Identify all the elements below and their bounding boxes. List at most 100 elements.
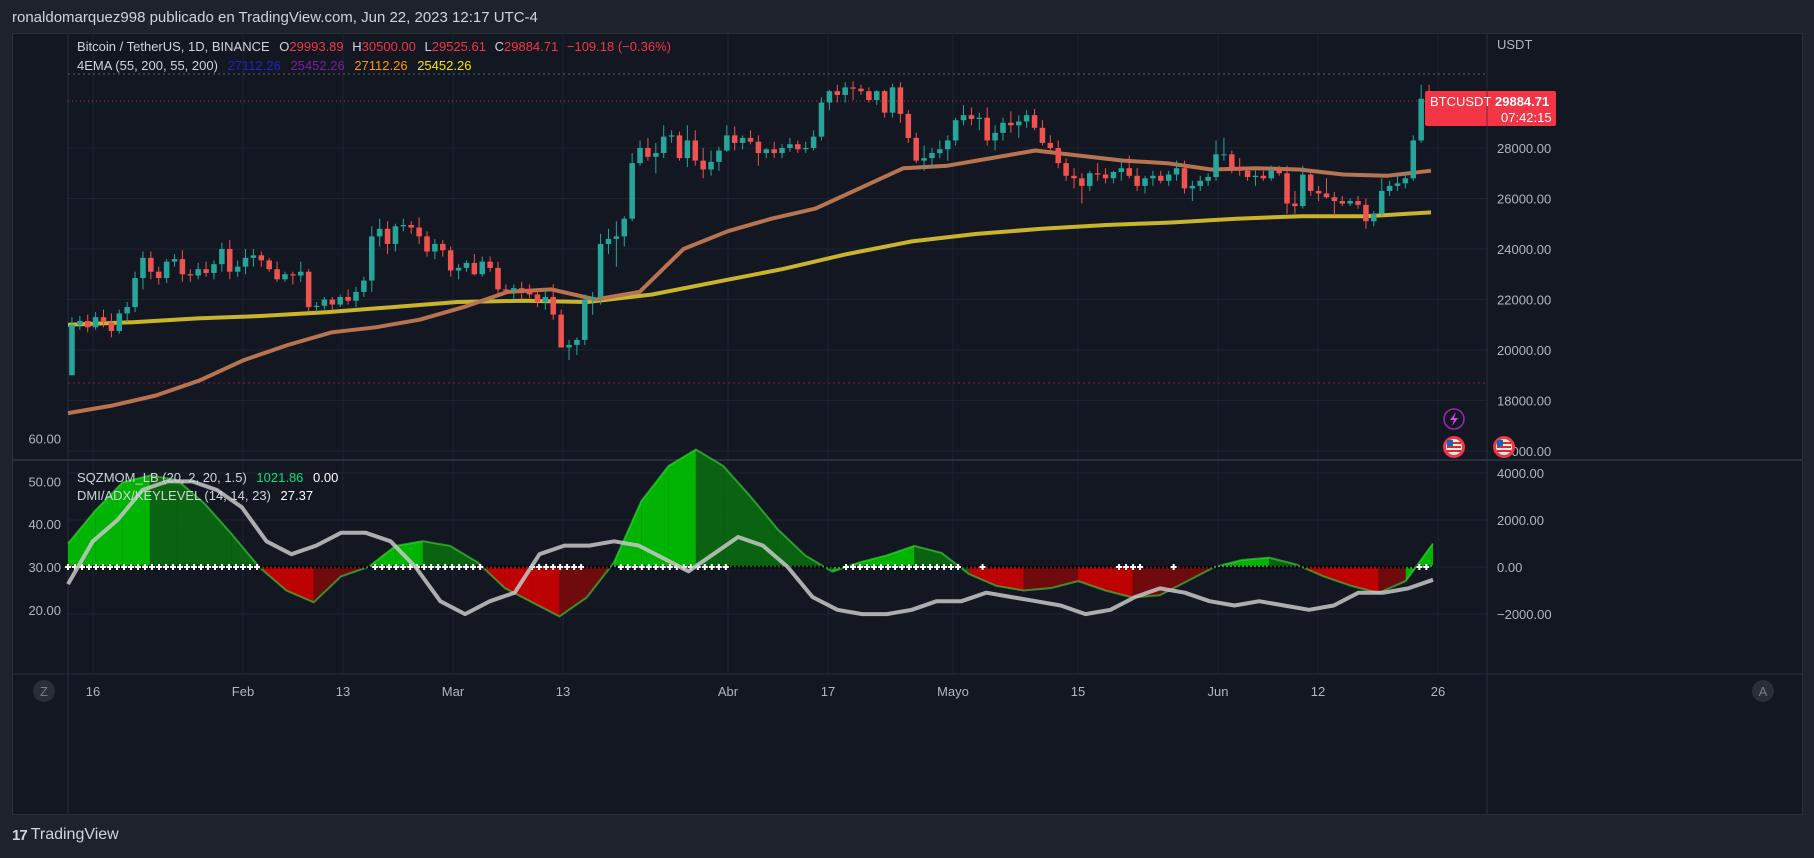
squeeze-off-cross: [149, 564, 155, 570]
candle-body: [960, 115, 967, 121]
momentum-bar: [204, 503, 232, 567]
publisher-line: ronaldomarquez998 publicado en TradingVi…: [12, 9, 538, 26]
chart-canvas[interactable]: Bitcoin / TetherUS, 1D, BINANCE O29993.8…: [13, 34, 1802, 814]
candle-body: [163, 261, 170, 279]
squeeze-off-cross: [407, 564, 414, 570]
legend-ema-value-3: 27112.26: [354, 58, 407, 73]
squeeze-off-cross: [701, 564, 708, 570]
chart-frame[interactable]: Bitcoin / TetherUS, 1D, BINANCE O29993.8…: [12, 33, 1803, 815]
momentum-bar: [914, 545, 942, 567]
ema200-line: [67, 210, 1432, 327]
squeeze-off-cross: [652, 564, 659, 570]
price-tag-symbol: BTCUSDT: [1430, 94, 1491, 109]
osc-left-tick-label: 60.00: [28, 432, 61, 447]
momentum-bar: [887, 545, 915, 567]
candle-body: [1315, 190, 1322, 194]
candle-body: [739, 137, 746, 143]
squeeze-off-cross: [941, 564, 948, 570]
candle-body: [566, 344, 572, 348]
candle-body: [810, 136, 817, 148]
squeeze-off-cross: [107, 564, 113, 570]
squeeze-off-cross: [65, 564, 71, 570]
candle-body: [1142, 178, 1148, 186]
squeeze-off-cross: [1416, 564, 1423, 570]
candle-body: [818, 102, 825, 137]
oscillator-left-axis[interactable]: 60.00 50.00 40.00 30.00 20.00: [28, 432, 61, 618]
candle-body: [992, 132, 998, 141]
candle-body: [1252, 175, 1259, 178]
legend-open: 29993.89: [289, 39, 343, 54]
candle-body: [447, 250, 454, 271]
squeeze-off-cross: [477, 564, 484, 570]
candle-body: [234, 266, 241, 272]
ema200-path: [67, 210, 1432, 327]
legend-high: 30500.00: [362, 39, 416, 54]
squeeze-off-cross: [435, 564, 442, 570]
squeeze-off-cross: [892, 564, 899, 570]
candle-body: [526, 289, 533, 295]
candle-body: [1197, 180, 1204, 186]
time-axis[interactable]: 16 Feb 13 Mar 13 Abr 17 Mayo 15 Jun 12 26: [86, 684, 1445, 699]
candle-body: [337, 296, 343, 305]
candle-body: [1205, 177, 1211, 181]
z-button-label: Z: [40, 684, 48, 699]
candle-body: [203, 269, 209, 273]
squeeze-off-cross: [456, 564, 463, 570]
squeeze-off-cross: [1423, 564, 1430, 570]
candle-body: [463, 262, 470, 268]
squeeze-off-cross: [142, 564, 148, 570]
momentum-bar: [750, 496, 778, 567]
oscillator-right-axis[interactable]: 4000.00 2000.00 0.00 −2000.00: [1497, 466, 1552, 622]
squeeze-off-cross: [624, 564, 631, 570]
svg-text:4EMA (55, 200, 55, 200): 4EMA (55, 200, 55, 200) 27112.26 25452.2…: [77, 58, 471, 73]
time-tick-label: Mayo: [937, 684, 969, 699]
candle-body: [266, 260, 272, 270]
squeeze-off-cross: [666, 564, 673, 570]
squeeze-off-cross: [393, 564, 400, 570]
momentum-bar: [1105, 567, 1133, 598]
footer[interactable]: 17 TradingView: [12, 826, 119, 844]
candle-body: [282, 274, 288, 280]
candle-body: [1229, 154, 1235, 169]
candle-body: [976, 117, 983, 119]
squeeze-off-cross: [1137, 564, 1144, 570]
candle-body: [787, 144, 793, 148]
candle-body: [1134, 175, 1140, 186]
us-flag-event-icon[interactable]: [1443, 436, 1465, 458]
candle-body: [1079, 178, 1085, 186]
candle-body: [645, 148, 651, 157]
candle-body: [290, 274, 296, 276]
osc-right-tick-label: 2000.00: [1497, 513, 1544, 528]
momentum-bar: [668, 449, 696, 567]
momentum-bar: [641, 465, 669, 567]
candlestick-series[interactable]: [69, 81, 1432, 376]
candle-body: [1126, 168, 1132, 176]
squeeze-off-cross: [843, 564, 850, 570]
candle-body: [440, 243, 446, 251]
us-flag-event-icon-2[interactable]: [1493, 436, 1515, 458]
candle-body: [1394, 183, 1401, 186]
osc-right-tick-label: 4000.00: [1497, 466, 1544, 481]
squeeze-off-cross: [100, 564, 106, 570]
price-tag-price: 29884.71: [1495, 94, 1549, 109]
candle-body: [1300, 174, 1306, 207]
candle-body: [432, 243, 438, 252]
time-tick-label: 13: [556, 684, 570, 699]
candle-body: [1087, 173, 1093, 186]
candle-body: [763, 149, 770, 154]
squeeze-off-cross: [885, 564, 892, 570]
squeeze-off-cross: [372, 564, 379, 570]
oscillator-pane[interactable]: [65, 448, 1434, 618]
legend-sqz-value2: 0.00: [313, 470, 338, 485]
momentum-bar: [1023, 567, 1051, 591]
candle-body: [708, 161, 714, 170]
candle-body: [487, 261, 493, 268]
squeeze-off-cross: [564, 564, 571, 570]
lightning-event-icon[interactable]: [1443, 408, 1465, 430]
price-axis[interactable]: 28000.00 26000.00 24000.00 22000.00 20000.00…: [1497, 141, 1551, 459]
momentum-bar: [1323, 567, 1352, 586]
candle-body: [731, 135, 738, 143]
candle-body: [353, 291, 359, 301]
auto-scale-button[interactable]: A: [1752, 680, 1774, 702]
z-button[interactable]: Z: [33, 680, 55, 702]
